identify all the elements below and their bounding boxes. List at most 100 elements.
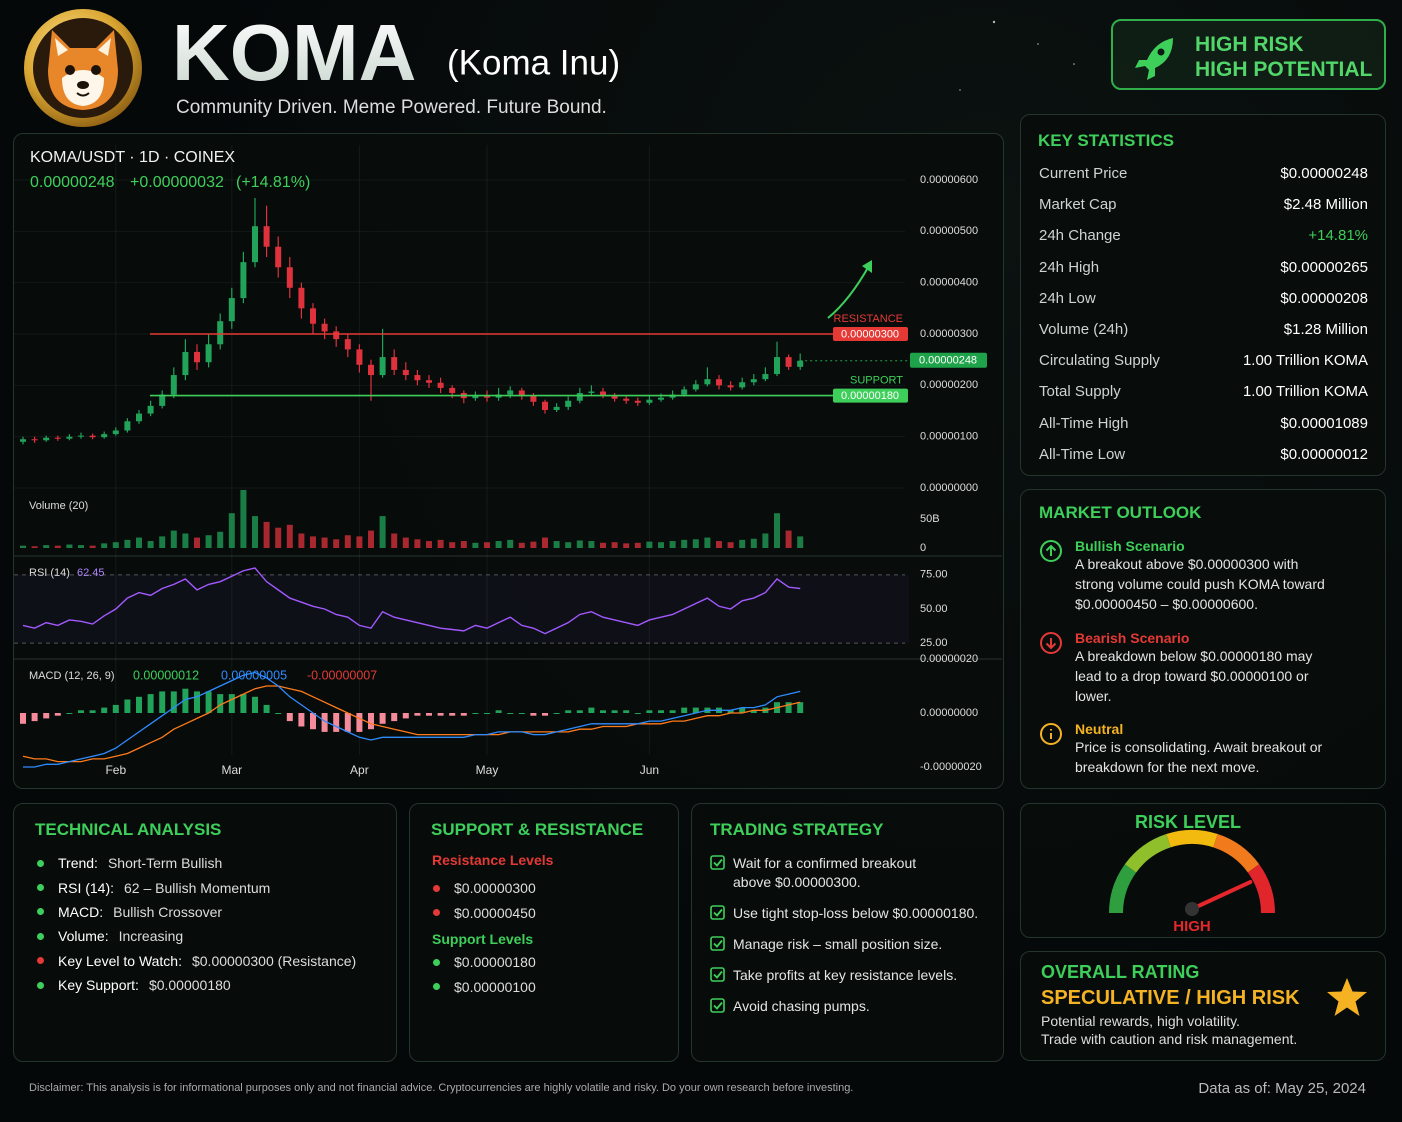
technical-analysis: TECHNICAL ANALYSIS Trend: Short-Term Bull… — [13, 803, 397, 1062]
rating-line: Potential rewards, high volatility. — [1041, 1013, 1240, 1029]
strategy-text: Wait for a confirmed breakout above $0.0… — [733, 855, 917, 890]
level: $0.00000100 — [454, 978, 536, 995]
title: KOMA — [172, 8, 416, 97]
checkbox — [710, 936, 725, 951]
logo — [24, 9, 142, 127]
support-resistance: SUPPORT & RESISTANCE Resistance Levels $… — [409, 803, 679, 1062]
badge-line: HIGH RISK — [1195, 33, 1304, 56]
panel-title: TRADING STRATEGY — [710, 820, 884, 839]
stat-row: Total Supply 1.00 Trillion KOMA — [1039, 376, 1368, 407]
stats-list: Current Price $0.00000248 Market Cap $2.48 … — [1039, 158, 1368, 470]
market-outlook: MARKET OUTLOOK Bullish Scenario A breako… — [1020, 489, 1386, 789]
tech-value: $0.00000300 (Resistance) — [191, 952, 357, 969]
stat-label: All-Time Low — [1039, 445, 1126, 463]
stars — [959, 20, 1075, 91]
stat-label: 24h Low — [1039, 289, 1096, 307]
icon — [1040, 632, 1062, 654]
subtitle: (Koma Inu) — [447, 43, 620, 82]
rating: SPECULATIVE / HIGH RISK — [1041, 987, 1300, 1009]
bullet — [37, 957, 44, 965]
level: $0.00000180 — [454, 954, 536, 971]
outlook-item: Neutral Price is consolidating. Await br… — [1037, 721, 1367, 777]
bullet — [433, 983, 440, 991]
tech-item: Trend: Short-Term Bullish — [37, 851, 356, 875]
stat-value: $0.00001089 — [1280, 414, 1368, 432]
tech-value: 62 – Bullish Momentum — [124, 879, 271, 896]
strategy-text: Manage risk – small position size. — [733, 936, 943, 952]
panel-title: MARKET OUTLOOK — [1039, 503, 1202, 522]
stat-label: Total Supply — [1039, 383, 1121, 401]
stat-value: 1.00 Trillion KOMA — [1242, 383, 1368, 401]
tech-value: $0.00000180 — [148, 977, 231, 994]
subheading: Resistance Levels — [432, 852, 554, 868]
stat-row: Market Cap $2.48 Million — [1039, 189, 1368, 220]
tech-label: Volume: — [58, 928, 109, 945]
rating-line: Trade with caution and risk management. — [1041, 1031, 1298, 1047]
stat-row: 24h High $0.00000265 — [1039, 252, 1368, 283]
star — [1327, 978, 1367, 1016]
stat-label: Current Price — [1039, 165, 1128, 183]
disclaimer: Disclaimer: This analysis is for informa… — [29, 1082, 854, 1094]
tagline: Community Driven. Meme Powered. Future B… — [176, 97, 607, 118]
stat-label: 24h High — [1039, 258, 1100, 276]
bullet — [37, 981, 44, 989]
stat-row: 24h Change +14.81% — [1039, 220, 1368, 251]
strategy-item: Manage risk – small position size. — [710, 935, 990, 954]
strategy-item: Take profits at key resistance levels. — [710, 966, 990, 985]
stat-value: +14.81% — [1308, 227, 1368, 245]
stat-value: $0.00000208 — [1280, 289, 1368, 307]
bullet — [37, 884, 44, 892]
tech-label: Key Level to Watch: — [58, 952, 182, 969]
stat-value: $2.48 Million — [1283, 196, 1368, 214]
outlook-title: Neutral — [1075, 721, 1124, 737]
outlook-text: Price is consolidating. Await breakout o… — [1075, 739, 1323, 775]
outlook-item: Bullish Scenario A breakout above $0.000… — [1037, 538, 1367, 614]
level-list: $0.00000300 $0.00000450 — [433, 876, 536, 925]
bullet — [37, 859, 44, 867]
stat-row: 24h Low $0.00000208 — [1039, 283, 1368, 314]
stat-label: 24h Change — [1039, 227, 1121, 245]
tech-list: Trend: Short-Term Bullish RSI (14): 62 – Bu… — [37, 851, 356, 997]
tech-item: Volume: Increasing — [37, 924, 356, 948]
icon — [1040, 723, 1062, 745]
panel-title: KEY STATISTICS — [1038, 131, 1175, 150]
bullet — [433, 909, 440, 917]
overall-rating: OVERALL RATING SPECULATIVE / HIGH RISK P… — [1020, 951, 1386, 1061]
panel-title: OVERALL RATING — [1041, 962, 1200, 982]
stat-row: Current Price $0.00000248 — [1039, 158, 1368, 189]
bullet — [37, 932, 44, 940]
stat-row: Circulating Supply 1.00 Trillion KOMA — [1039, 345, 1368, 376]
level: $0.00000300 — [454, 880, 536, 897]
tech-value: Bullish Crossover — [113, 903, 223, 920]
outlook-title: Bearish Scenario — [1075, 630, 1190, 646]
tech-label: Key Support: — [58, 977, 139, 994]
tech-item: MACD: Bullish Crossover — [37, 900, 356, 924]
stat-label: Volume (24h) — [1039, 321, 1129, 339]
level: $0.00000450 — [454, 904, 536, 921]
strategy-text: Take profits at key resistance levels. — [733, 967, 958, 983]
tech-label: Trend: — [58, 855, 98, 872]
stat-label: Market Cap — [1039, 196, 1117, 214]
chart-panel — [13, 133, 1004, 789]
tech-item: RSI (14): 62 – Bullish Momentum — [37, 875, 356, 899]
bullet — [433, 958, 440, 966]
bullet — [37, 908, 44, 916]
stat-value: $0.00000248 — [1280, 165, 1368, 183]
strategy-list: Wait for a confirmed breakout above $0.0… — [710, 854, 990, 1028]
checkbox — [710, 998, 725, 1013]
checkbox — [710, 967, 725, 982]
tech-value: Increasing — [118, 928, 184, 945]
panel-title: TECHNICAL ANALYSIS — [35, 820, 222, 839]
subheading: Support Levels — [432, 931, 534, 947]
tech-value: Short-Term Bullish — [107, 855, 223, 872]
tech-label: RSI (14): — [58, 879, 115, 896]
badge-line: HIGH POTENTIAL — [1195, 58, 1373, 81]
stat-row: All-Time Low $0.00000012 — [1039, 439, 1368, 470]
stat-label: Circulating Supply — [1039, 352, 1160, 370]
stat-row: Volume (24h) $1.28 Million — [1039, 314, 1368, 345]
risk-level — [1020, 803, 1386, 938]
strategy-text: Avoid chasing pumps. — [733, 998, 870, 1014]
stat-value: $0.00000012 — [1280, 445, 1368, 463]
strategy-item: Use tight stop-loss below $0.00000180. — [710, 904, 990, 923]
tech-label: MACD: — [58, 903, 104, 920]
